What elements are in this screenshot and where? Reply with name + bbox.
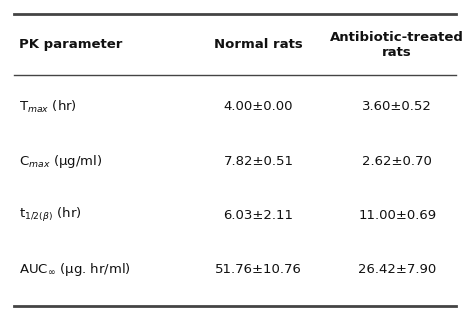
Text: AUC$_{∞}$ (μg. hr/ml): AUC$_{∞}$ (μg. hr/ml): [19, 261, 131, 278]
Text: 7.82±0.51: 7.82±0.51: [224, 155, 293, 167]
Text: 3.60±0.52: 3.60±0.52: [362, 100, 432, 113]
Text: 51.76±10.76: 51.76±10.76: [215, 263, 302, 276]
Text: 26.42±7.90: 26.42±7.90: [358, 263, 436, 276]
Text: 2.62±0.70: 2.62±0.70: [362, 155, 432, 167]
Text: T$_{max}$ (hr): T$_{max}$ (hr): [19, 99, 77, 115]
Text: Normal rats: Normal rats: [214, 38, 303, 51]
Text: 11.00±0.69: 11.00±0.69: [358, 209, 436, 222]
Text: Antibiotic-treated
rats: Antibiotic-treated rats: [330, 31, 464, 59]
Text: C$_{max}$ (μg/ml): C$_{max}$ (μg/ml): [19, 152, 102, 170]
Text: t$_{1/2(β)}$ (hr): t$_{1/2(β)}$ (hr): [19, 206, 81, 224]
Text: 4.00±0.00: 4.00±0.00: [224, 100, 293, 113]
Text: PK parameter: PK parameter: [19, 38, 122, 51]
Text: 6.03±2.11: 6.03±2.11: [224, 209, 293, 222]
